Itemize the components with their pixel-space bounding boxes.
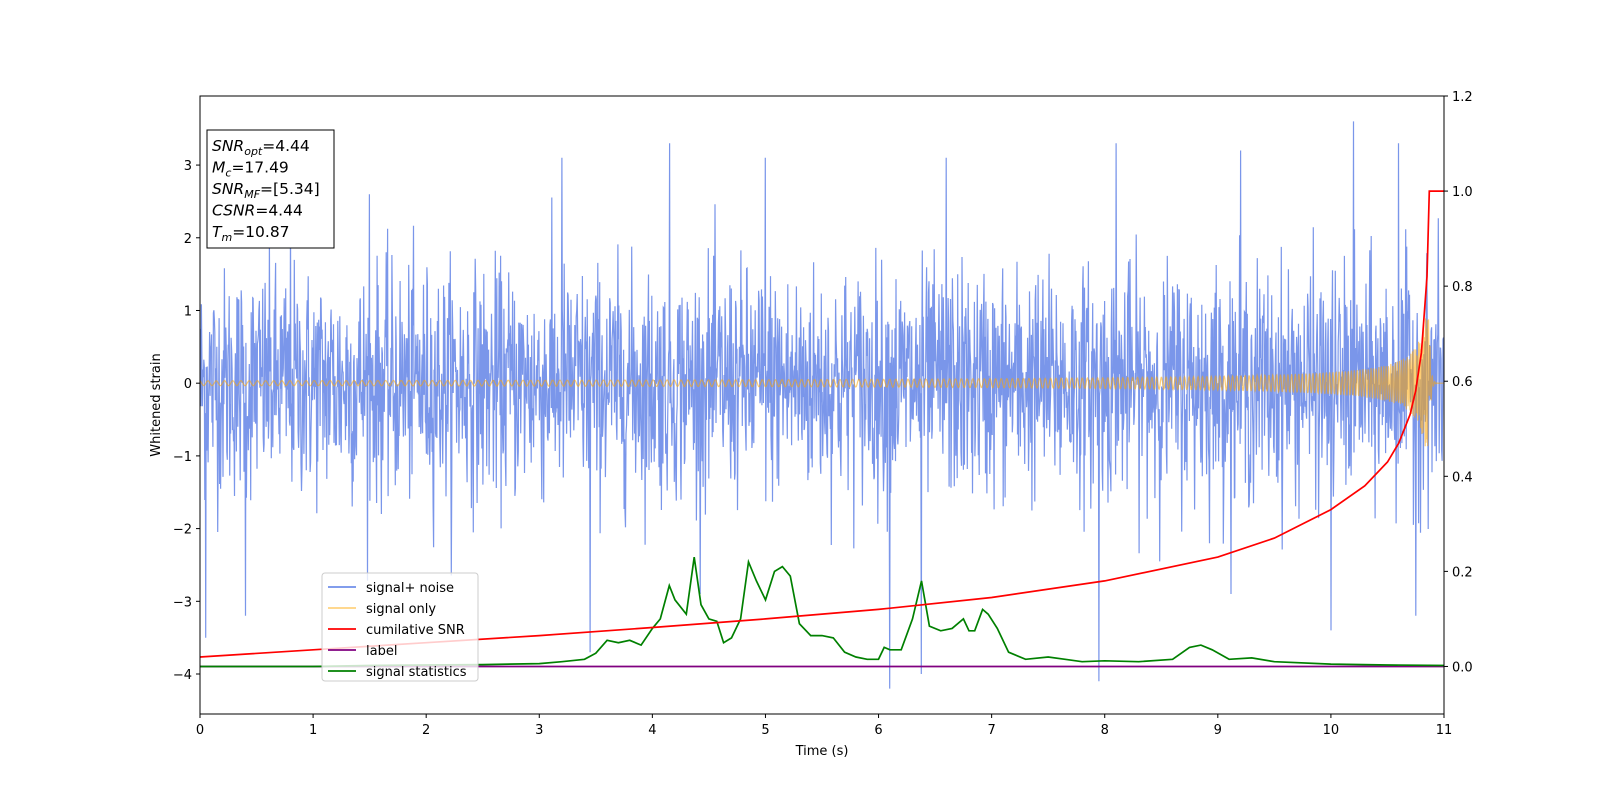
plot-frame [199, 95, 1445, 715]
x-tick-label: 10 [1323, 723, 1340, 738]
info-box-line: SNRMF=[5.34] [212, 180, 320, 201]
x-axis-label: Time (s) [795, 744, 849, 759]
x-tick-label: 9 [1214, 723, 1222, 738]
legend-frame [321, 572, 479, 682]
info-box-line: CSNR=4.44 [212, 202, 303, 220]
info-box: SNRopt=4.44Mc=17.49SNRMF=[5.34]CSNR=4.44… [206, 129, 335, 249]
y2-tick-label: 0.4 [1452, 470, 1473, 485]
legend-label: label [366, 644, 397, 659]
y-tick-label: −2 [173, 523, 192, 538]
series-signal-only-line [200, 318, 1444, 447]
y-axis-label: Whitened strain [149, 353, 164, 456]
ticks-layer: 0 1 2 3 4 5 6 7 8 9 10 11 −4 −3 −2 −1 0 1 2 3 0.0 0.2 0.4 0.6 0.… [173, 90, 1473, 738]
y2-tick-label: 1.2 [1452, 90, 1473, 105]
info-box-frame [206, 129, 335, 249]
info-box-lines: SNRopt=4.44Mc=17.49SNRMF=[5.34]CSNR=4.44… [212, 137, 320, 244]
x-tick-label: 3 [535, 723, 543, 738]
x-tick-label: 4 [648, 723, 656, 738]
series-cumulative-snr-line [200, 190, 1444, 658]
legend-label: cumilative SNR [366, 623, 465, 638]
y-tick-label: −1 [173, 450, 192, 465]
legend-label: signal+ noise [366, 581, 454, 596]
y-tick-label: −4 [173, 668, 192, 683]
y-tick-label: 0 [184, 377, 192, 392]
y-tick-label: 1 [184, 304, 192, 319]
info-box-line: Tm=10.87 [212, 223, 290, 244]
y-tick-label: 2 [184, 232, 192, 247]
x-tick-label: 0 [196, 723, 204, 738]
x-tick-label: 11 [1436, 723, 1453, 738]
y2-tick-label: 0.0 [1452, 660, 1473, 675]
info-box-line: Mc=17.49 [212, 159, 289, 180]
series-signal-noise-line [200, 121, 1444, 689]
x-tick-label: 8 [1101, 723, 1109, 738]
y2-tick-label: 0.8 [1452, 280, 1473, 295]
x-tick-label: 2 [422, 723, 430, 738]
y-tick-label: −3 [173, 595, 192, 610]
legend-label: signal statistics [366, 665, 467, 680]
x-tick-label: 5 [761, 723, 769, 738]
y2-tick-label: 1.0 [1452, 185, 1473, 200]
series-signal-statistics-line [200, 556, 1444, 668]
x-tick-label: 6 [874, 723, 882, 738]
legend-label: signal only [366, 602, 436, 617]
legend-entries: signal+ noise signal only cumilative SNR la… [328, 581, 467, 680]
x-tick-label: 1 [309, 723, 317, 738]
x-tick-label: 7 [987, 723, 995, 738]
y-tick-label: 3 [184, 159, 192, 174]
info-box-line: SNRopt=4.44 [212, 137, 310, 158]
y2-tick-label: 0.6 [1452, 375, 1473, 390]
legend: signal+ noise signal only cumilative SNR la… [321, 572, 479, 682]
y2-tick-label: 0.2 [1452, 565, 1473, 580]
